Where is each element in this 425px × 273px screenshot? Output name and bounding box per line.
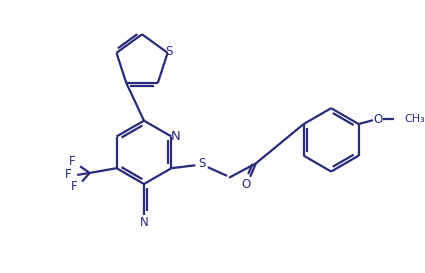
Text: S: S bbox=[198, 157, 206, 170]
Text: O: O bbox=[373, 113, 382, 126]
Text: CH₃: CH₃ bbox=[405, 114, 425, 124]
Text: N: N bbox=[139, 216, 148, 229]
Text: O: O bbox=[242, 178, 251, 191]
Text: S: S bbox=[165, 45, 172, 58]
Text: F: F bbox=[65, 168, 72, 181]
Text: N: N bbox=[170, 130, 180, 143]
Text: F: F bbox=[69, 155, 76, 168]
Text: F: F bbox=[71, 180, 78, 193]
